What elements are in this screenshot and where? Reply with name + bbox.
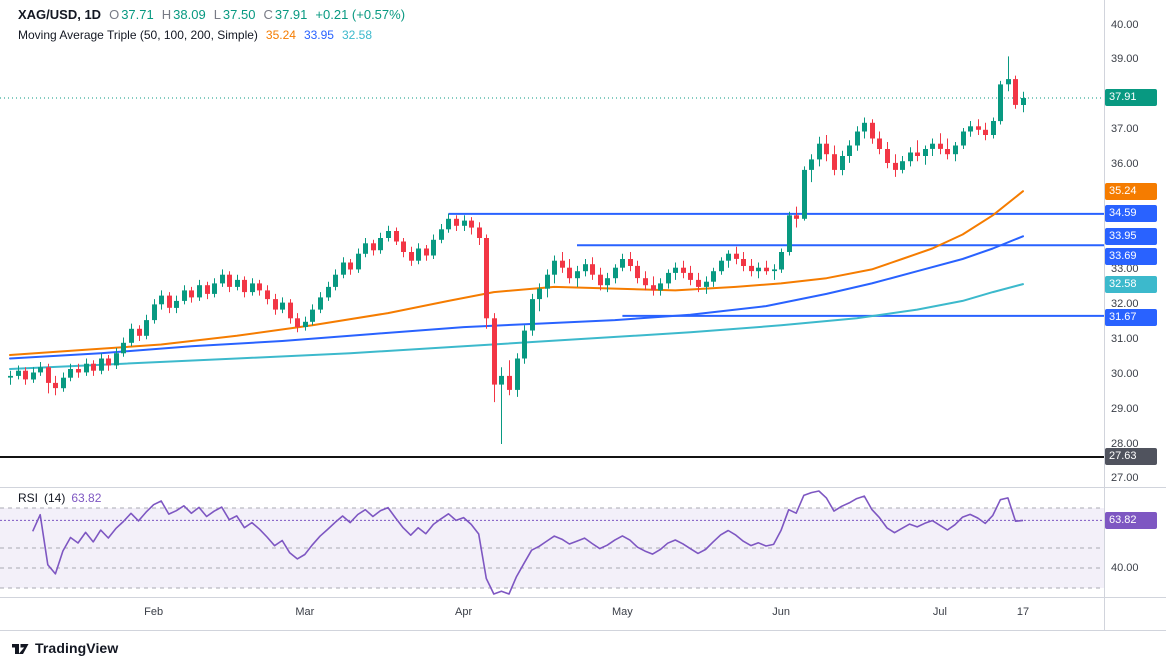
close-label: C [263, 7, 273, 22]
price-axis-divider [1104, 0, 1105, 630]
symbol-legend-row[interactable]: XAG/USD, 1D O 37.71 H 38.09 L 37.50 C 37… [18, 7, 405, 28]
sma200-line[interactable] [9, 283, 1024, 370]
rsi-tick-label: 40.00 [1111, 561, 1139, 574]
time-tick-label: Apr [455, 606, 473, 618]
time-tick-label: Feb [144, 606, 164, 618]
price-tick-label: 27.00 [1111, 472, 1139, 485]
price-badge: 33.69 [1105, 247, 1157, 265]
time-tick-label: Jul [932, 606, 947, 618]
low-value: 37.50 [222, 7, 256, 22]
pane-divider[interactable] [0, 487, 1166, 488]
price-badge: 32.58 [1105, 275, 1157, 293]
high-label: H [161, 7, 172, 22]
rsi-badge: 63.82 [1105, 511, 1157, 529]
sma50-line[interactable] [9, 190, 1024, 356]
price-tick-label: 29.00 [1111, 402, 1139, 415]
ma200-value: 32.58 [341, 28, 373, 42]
rsi-params: (14) [44, 491, 66, 505]
price-badge: 37.91 [1105, 89, 1157, 107]
price-badge: 33.95 [1105, 227, 1157, 245]
time-tick-label: Jun [772, 606, 790, 618]
price-badge: 35.24 [1105, 182, 1157, 200]
ma100-value: 33.95 [303, 28, 334, 42]
candles[interactable] [8, 56, 1026, 444]
time-axis-divider [0, 597, 1166, 598]
footer-bar: TradingView [0, 631, 1166, 664]
rsi-title: RSI [18, 491, 39, 505]
time-tick-label: Mar [295, 606, 315, 618]
ma50-value: 35.24 [265, 28, 296, 42]
chart-plot[interactable] [0, 0, 1104, 631]
footer-divider [0, 630, 1166, 631]
change-value: +0.21 (+0.57%) [315, 7, 406, 22]
price-tick-label: 28.00 [1111, 437, 1139, 450]
time-axis[interactable]: Feb Mar Apr May Jun Jul 17 [0, 597, 1104, 631]
rsi-value: 63.82 [71, 491, 102, 505]
symbol-title: XAG/USD, 1D [18, 7, 102, 22]
price-tick-label: 36.00 [1111, 158, 1139, 171]
chart-legend: XAG/USD, 1D O 37.71 H 38.09 L 37.50 C 37… [18, 7, 405, 49]
ma-indicator-title: Moving Average Triple (50, 100, 200, Sim… [18, 28, 258, 42]
time-tick-label: May [611, 606, 633, 618]
high-value: 38.09 [173, 7, 206, 22]
price-tick-label: 32.00 [1111, 297, 1139, 310]
price-tick-label: 30.00 [1111, 367, 1139, 380]
price-tick-label: 37.00 [1111, 123, 1139, 136]
time-tick-label: 17 [1016, 606, 1030, 618]
price-badge: 34.59 [1105, 205, 1157, 223]
chart-canvas[interactable] [0, 0, 1104, 631]
close-value: 37.91 [274, 7, 308, 22]
price-tick-label: 39.00 [1111, 53, 1139, 66]
price-badge: 31.67 [1105, 309, 1157, 327]
tradingview-logo-icon[interactable] [10, 638, 30, 658]
price-tick-label: 31.00 [1111, 332, 1139, 345]
open-label: O [109, 7, 120, 22]
ma-legend-row[interactable]: Moving Average Triple (50, 100, 200, Sim… [18, 28, 405, 49]
price-axis[interactable]: 40.00 39.00 37.00 36.00 33.00 32.00 31.00 30.00… [1104, 0, 1166, 631]
price-tick-label: 33.00 [1111, 262, 1139, 275]
low-label: L [213, 7, 221, 22]
rsi-line[interactable] [31, 490, 1024, 595]
tradingview-brand-link[interactable]: TradingView [35, 639, 119, 656]
price-tick-label: 40.00 [1111, 18, 1139, 31]
open-value: 37.71 [121, 7, 154, 22]
price-badge: 27.63 [1105, 448, 1157, 466]
rsi-legend-row[interactable]: RSI (14) 63.82 [18, 491, 101, 505]
sma100-line[interactable] [9, 235, 1024, 360]
